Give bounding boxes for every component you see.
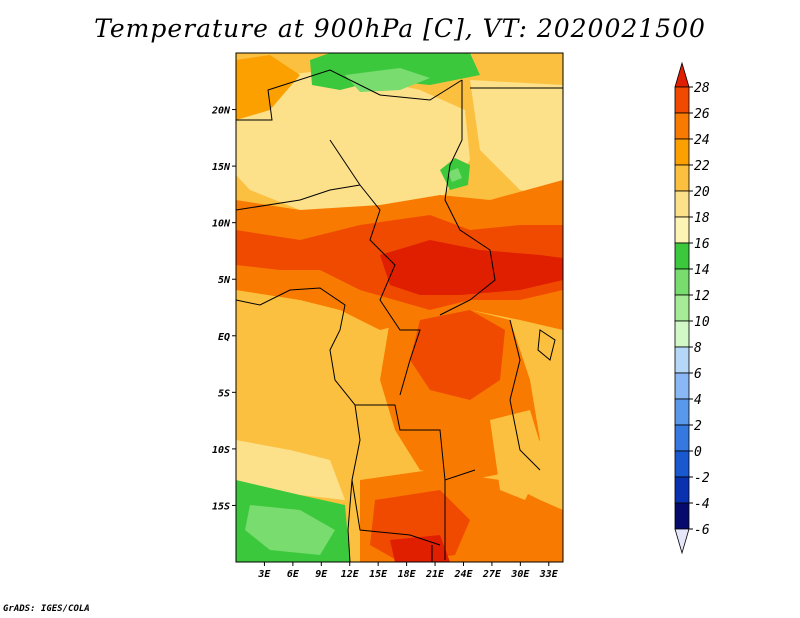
colorbar-level-label: 14 (694, 263, 710, 278)
colorbar-level-label: 26 (694, 107, 710, 122)
border-east-lakes (509, 319, 541, 471)
lat-tick-label: 20N (211, 106, 231, 117)
colorbar-level-label: 4 (694, 393, 702, 408)
lon-tick-label: 21E (425, 569, 445, 580)
field-band-18-20-atlantic (236, 440, 345, 500)
colorbar-swatch (674, 268, 690, 296)
temperature-field (236, 53, 563, 562)
colorbar-level-label: 6 (694, 367, 702, 382)
lat-tick-label: 10S (212, 445, 230, 456)
border-sahara (236, 69, 463, 121)
field-band-12-14-north (345, 68, 430, 92)
field-band-20-22-atlantic (236, 320, 350, 485)
border-angola-drc (355, 404, 476, 481)
lon-tick-label: 3E (257, 569, 271, 580)
lon-tick-label: 15E (369, 569, 388, 580)
border-southern (431, 480, 446, 562)
colorbar-level-label: 2 (694, 419, 702, 434)
colorbar-level-label: 16 (694, 237, 710, 252)
lake-victoria (537, 329, 556, 361)
lat-tick-label: EQ (218, 332, 230, 343)
colorbar-swatch (674, 242, 690, 270)
border-nigeria-cameroon (329, 139, 421, 396)
colorbar-swatch (674, 190, 690, 218)
lon-tick-label: 12E (341, 569, 360, 580)
lat-tick-label: 5S (218, 388, 230, 399)
colorbar-swatch (674, 476, 690, 504)
lon-tick-label: 18E (398, 569, 417, 580)
colorbar-level-label: 10 (694, 315, 710, 330)
lon-tick-label: 9E (315, 569, 328, 580)
colorbar-swatch (674, 294, 690, 322)
colorbar-swatch (674, 372, 690, 400)
field-band-20-22-east (490, 410, 545, 500)
colorbar-swatch (674, 164, 690, 192)
lat-tick-label: 5N (218, 275, 231, 286)
colorbar-level-label: 18 (694, 211, 710, 226)
colorbar-swatch (674, 138, 690, 166)
colorbar-swatch (674, 502, 690, 530)
colorbar-level-label: 12 (694, 289, 710, 304)
colorbar-swatch (674, 398, 690, 426)
lat-tick-label: 15S (212, 501, 230, 512)
longitude-axis: 3E 6E 9E 12E 15E 18E 21E 24E 27E 30E 33E (257, 562, 559, 580)
colorbar-level-label: -6 (694, 523, 710, 538)
colorbar-level-label: 20 (694, 185, 710, 200)
colorbar-upper-arrow (674, 61, 690, 88)
latitude-axis: 20N 15N 10N 5N EQ 5S 10S 15S (211, 106, 236, 512)
field-band-18-20-northeast (470, 80, 563, 200)
field-band-28-plus-south (390, 535, 450, 562)
lat-tick-label: 10N (212, 219, 231, 230)
grads-credit: GrADS: IGES/COLA (3, 604, 90, 614)
field-band-12-14-lake-chad (448, 168, 462, 182)
border-namibia (351, 479, 441, 546)
colorbar-level-label: -2 (694, 471, 710, 486)
colorbar-level-label: 0 (694, 445, 702, 460)
colorbar-swatch (674, 86, 690, 114)
field-band-28-plus (380, 240, 563, 295)
colorbar-swatch (674, 216, 690, 244)
colorbar-swatch (674, 346, 690, 374)
colorbar-level-label: -4 (694, 497, 710, 512)
field-band-22-24-northwest (236, 55, 300, 120)
colorbar-lower-arrow (674, 528, 690, 555)
lon-tick-label: 24E (453, 569, 473, 580)
map-frame (235, 52, 564, 563)
lon-tick-label: 6E (287, 569, 300, 580)
lon-tick-label: 33E (539, 569, 559, 580)
lat-tick-label: 15N (212, 162, 231, 173)
map-title: Temperature at 900hPa [C], VT: 202002150… (94, 14, 706, 43)
lon-tick-label: 30E (510, 569, 530, 580)
border-sahel (236, 184, 361, 211)
border-chad-sudan (439, 80, 496, 316)
colorbar-swatch (674, 424, 690, 452)
colorbar-swatch (674, 112, 690, 140)
field-band-26-28-central (410, 310, 505, 400)
field-band-18-20-north (236, 70, 470, 215)
colorbar-level-label: 24 (694, 133, 710, 148)
colorbar-level-label: 22 (694, 159, 710, 174)
field-band-12-14-south-atlantic (245, 505, 335, 555)
colorbar-level-label: 8 (694, 341, 702, 356)
country-borders (236, 69, 563, 562)
colorbar-swatch (674, 450, 690, 478)
colorbar-level-label: 28 (694, 81, 710, 96)
lon-tick-label: 27E (482, 569, 502, 580)
colorbar-swatch (674, 320, 690, 348)
